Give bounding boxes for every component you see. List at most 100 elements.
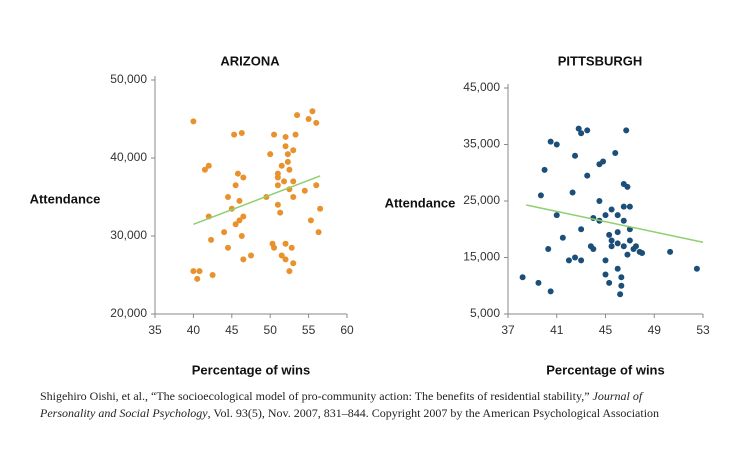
point [224,194,231,200]
point [240,256,247,263]
point [267,151,274,158]
point [288,244,295,251]
point [205,162,212,169]
chart-title: ARIZONA [220,53,280,68]
point [537,192,544,199]
point [209,272,216,278]
point [626,203,633,210]
point [278,252,285,259]
point [317,205,324,212]
point [271,244,278,251]
point [519,274,526,281]
point [236,217,243,224]
point [290,147,297,154]
source-note: Shigehiro Oishi, et al., “The socioecolo… [40,388,680,422]
point [208,236,215,243]
x-tick-label: 50 [264,323,278,337]
point [290,260,297,267]
point [569,189,576,196]
y-tick-label: 15,000 [463,250,500,264]
point [620,217,627,224]
point [232,221,239,228]
point [606,279,613,286]
y-tick-label: 40,000 [110,150,147,164]
point [578,130,585,137]
point [190,118,197,125]
y-tick-label: 20,000 [110,306,147,320]
point [575,125,582,132]
point [632,243,639,250]
point [234,170,241,177]
x-tick-label: 55 [302,323,316,337]
chart-title: PITTSBURGH [558,53,643,68]
point [535,279,542,286]
point [301,187,308,194]
point [614,265,621,272]
source-text: Shigehiro Oishi, et al., “The socioecolo… [40,389,593,403]
point [284,151,291,158]
point [606,231,613,238]
point [545,246,552,253]
point [602,257,609,264]
point [221,229,228,236]
point [240,174,247,181]
point [602,212,609,219]
point [274,182,281,189]
point [541,166,548,173]
x-tick-label: 40 [187,323,201,337]
point [231,131,238,138]
x-tick-label: 45 [599,323,613,337]
point [553,212,560,219]
point [618,282,625,289]
point [584,172,591,179]
point [196,268,203,275]
point [620,203,627,210]
x-tick-label: 53 [696,323,710,337]
point [286,268,293,275]
point [281,178,288,185]
source-journal: Journal of Personality and Social Psycho… [40,389,643,420]
point [572,152,579,159]
point [286,166,293,173]
point [305,116,312,122]
point [282,256,289,263]
point [292,131,299,138]
point [624,251,631,258]
y-tick-label: 5,000 [470,306,500,320]
point [307,217,314,224]
point [623,127,630,134]
point [626,237,633,244]
point [315,229,322,236]
point [590,246,597,253]
point [612,149,619,156]
point [232,182,239,189]
point [572,254,579,261]
point [614,212,621,219]
x-tick-label: 49 [648,323,662,337]
point [624,183,631,190]
trend-line [193,175,321,226]
point [190,268,197,275]
point [277,209,284,216]
point [584,127,591,134]
point [608,243,615,250]
point [274,170,281,177]
point [565,257,572,264]
point [309,108,316,115]
point [274,201,281,208]
point [284,158,291,165]
y-axis-label: Attendance [30,191,101,206]
y-tick-label: 35,000 [463,137,500,151]
point [547,138,554,145]
point [578,257,585,264]
point [290,194,297,200]
point [559,234,566,241]
point [236,197,243,204]
point [282,143,289,150]
point [238,233,245,239]
x-tick-label: 35 [148,323,162,337]
x-tick-label: 60 [340,323,354,337]
x-tick-label: 41 [550,323,564,337]
x-axis-label: Percentage of wins [546,362,664,377]
